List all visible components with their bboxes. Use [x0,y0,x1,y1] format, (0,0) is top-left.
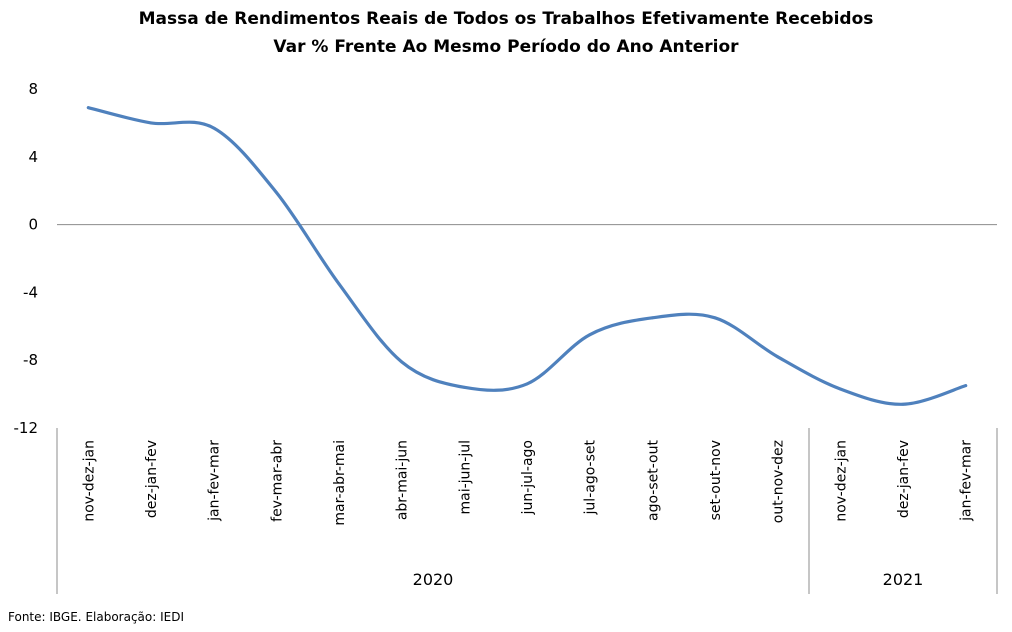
x-tick-label: jul-ago-set [583,439,599,515]
x-tick-label: out-nov-dez [771,440,787,523]
x-tick-label: jan-fev-mar [959,440,975,522]
data-point [86,106,90,110]
data-point [337,282,341,286]
chart-title: Massa de Rendimentos Reais de Todos os T… [138,9,874,29]
data-point [462,385,466,389]
data-point [400,360,404,364]
x-tick-label: mar-abr-mai [332,440,348,526]
x-tick-label: dez-jan-fev [144,440,160,518]
x-tick-label: jun-jul-ago [520,440,536,515]
x-tick-label: fev-mar-abr [269,440,285,522]
y-tick-label: -8 [23,351,38,369]
data-point [650,316,654,320]
y-tick-label: -12 [14,419,39,437]
data-point [838,387,842,391]
x-tick-label: jan-fev-mar [207,440,223,522]
y-tick-label: 4 [28,148,38,166]
x-group-label: 2021 [883,570,924,589]
x-tick-label: nov-dez-jan [81,440,97,522]
y-tick-label: 0 [28,216,38,234]
data-point [776,355,780,359]
y-tick-label: 8 [28,80,38,98]
data-point [212,126,216,130]
data-point [525,382,529,386]
x-group-label: 2020 [413,570,454,589]
series-line [86,106,968,406]
y-tick-label: -4 [23,283,38,301]
x-tick-label: mai-jun-jul [457,440,473,514]
data-point [149,121,153,125]
data-point [901,402,905,406]
data-point [274,190,278,194]
x-tick-label: dez-jan-fev [896,440,912,518]
x-tick-label: ago-set-out [645,439,661,520]
x-tick-label: set-out-nov [708,440,724,520]
x-tick-label: nov-dez-jan [833,440,849,522]
x-tick-label: abr-mai-jun [395,440,411,520]
chart-subtitle: Var % Frente Ao Mesmo Período do Ano Ant… [273,37,739,57]
source-note: Fonte: IBGE. Elaboração: IEDI [8,610,185,624]
data-point [713,316,717,320]
data-point [964,384,968,388]
data-point [588,333,592,337]
